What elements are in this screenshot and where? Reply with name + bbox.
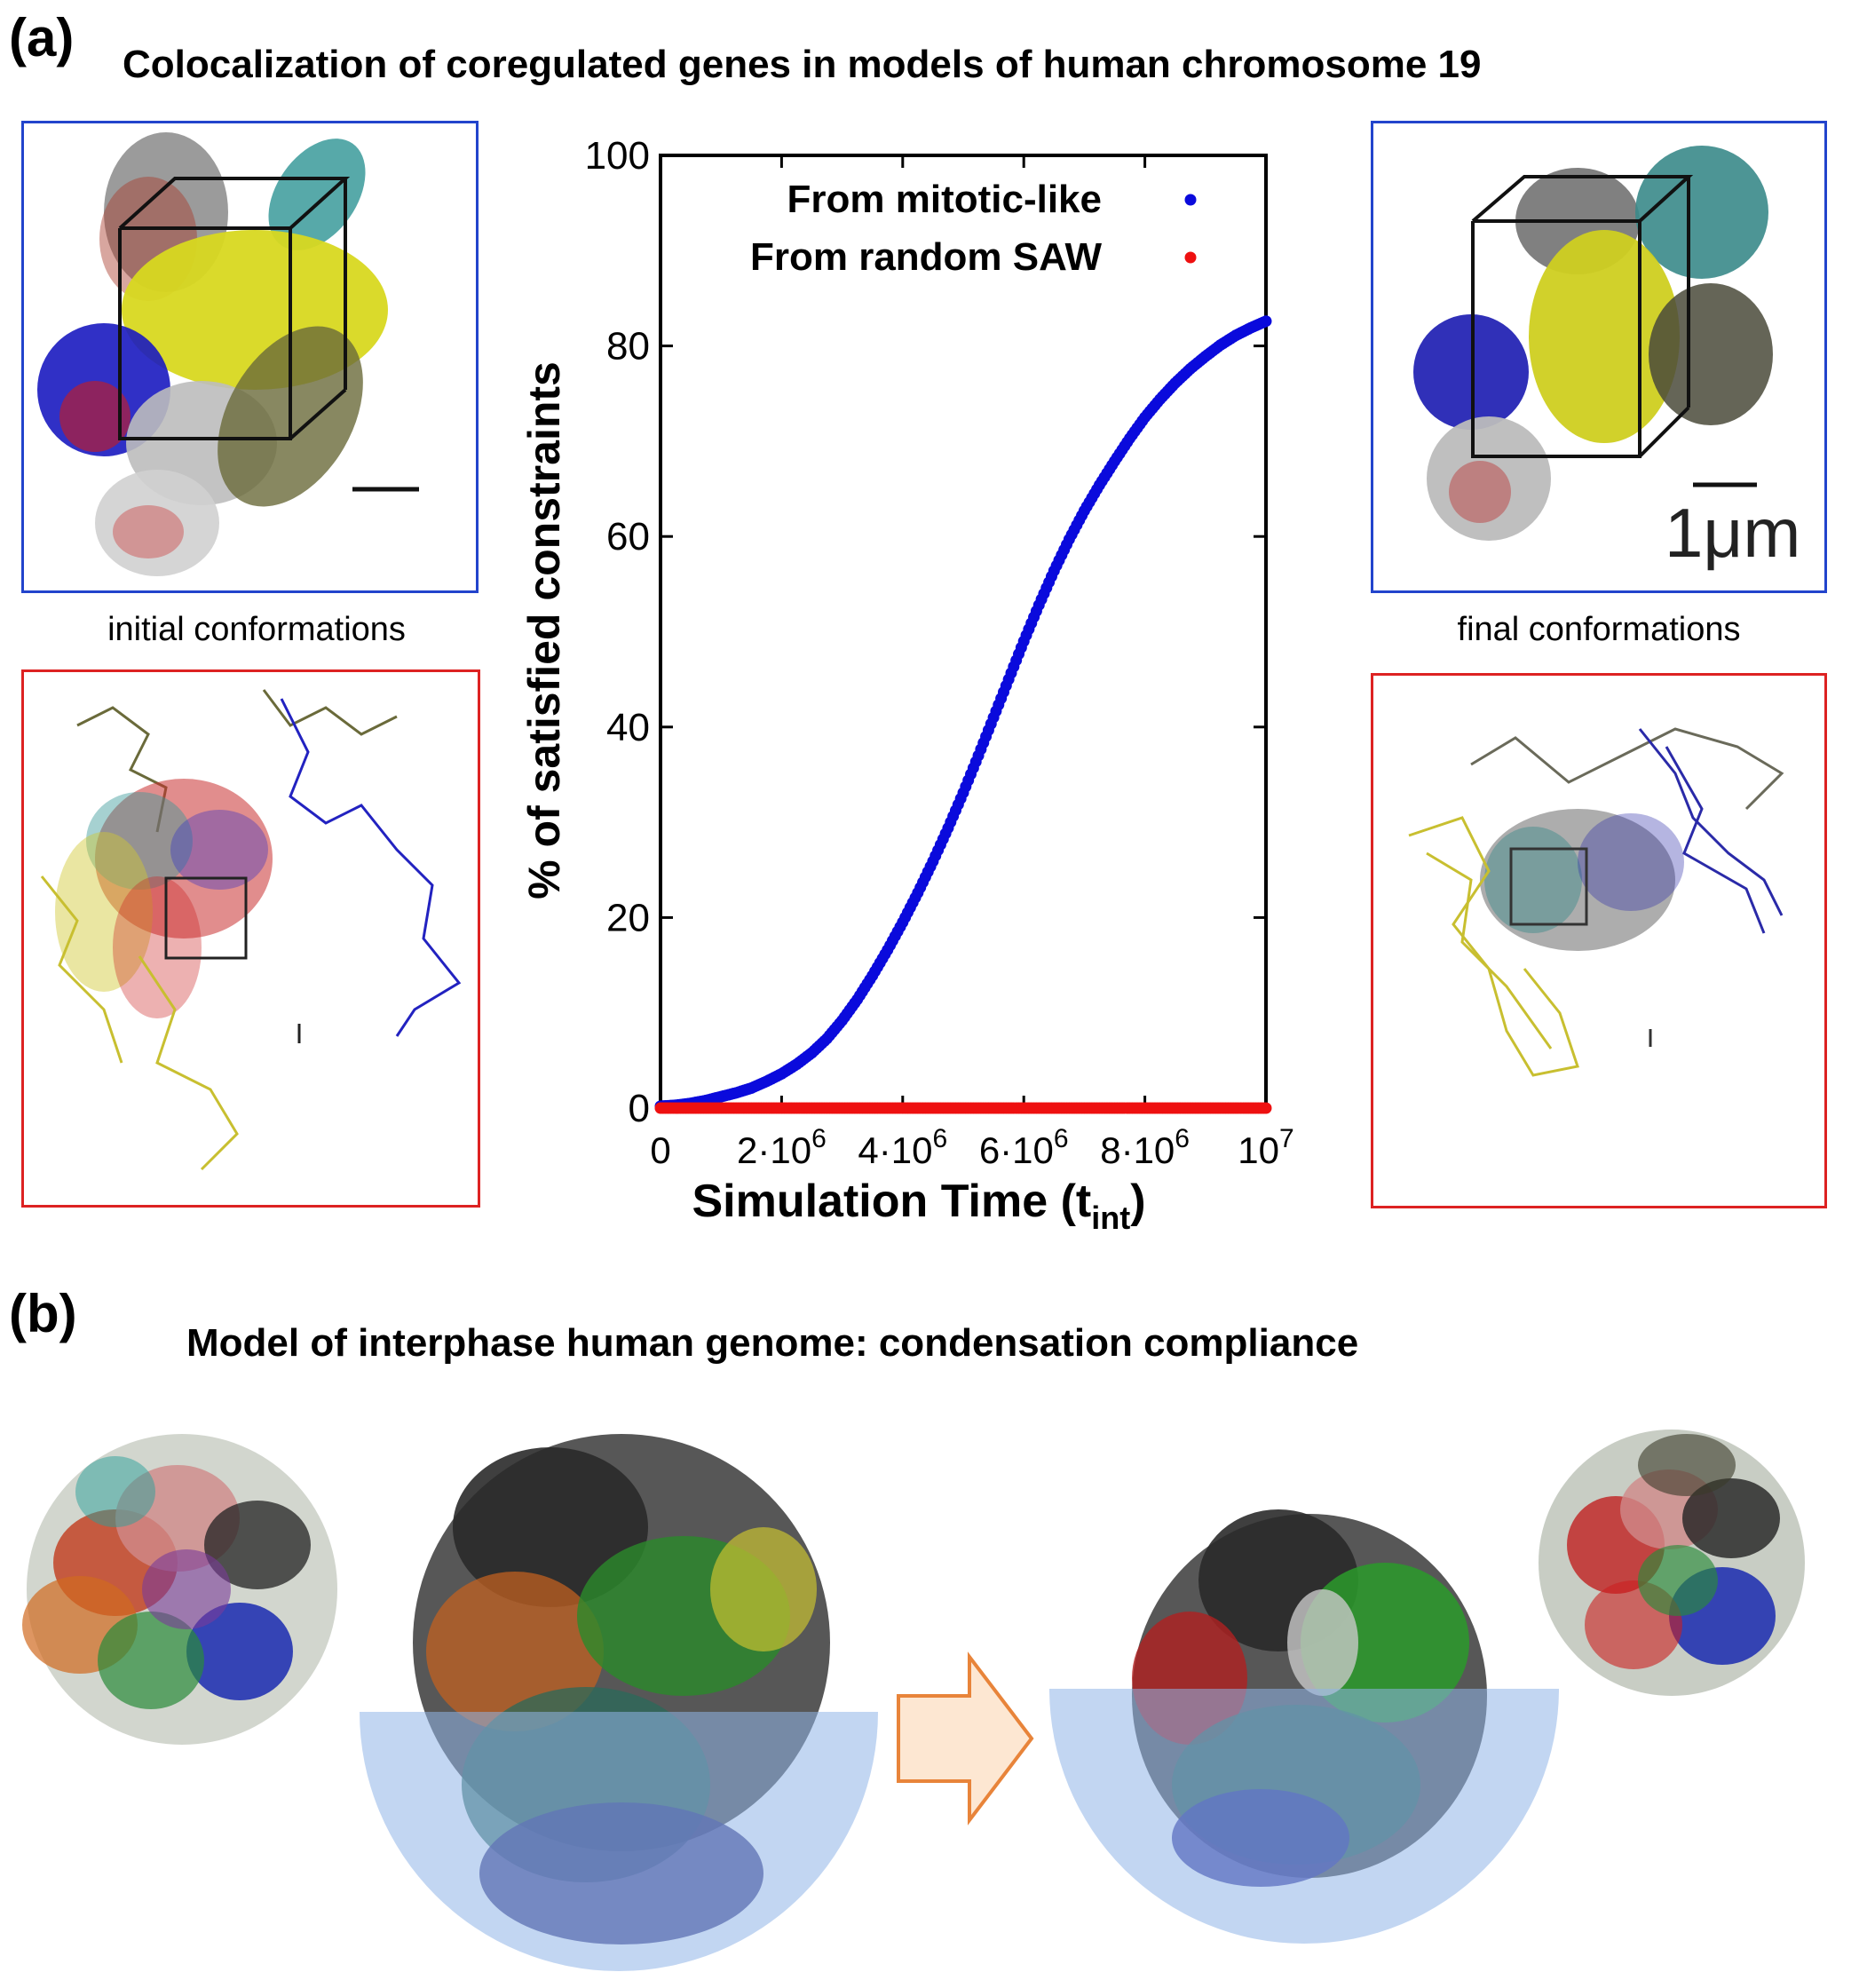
data-series — [654, 315, 1272, 1114]
legend: From mitotic-like From random SAW — [750, 178, 1197, 279]
y-axis-label: % of satisfied constraints — [519, 361, 569, 899]
final-conformations-caption: final conformations — [1457, 611, 1741, 648]
condensed-genome-side-view — [1049, 1509, 1559, 1944]
y-tick-label: 20 — [606, 896, 650, 939]
legend-label: From mitotic-like — [787, 178, 1103, 221]
condensed-genome-top-view — [1539, 1430, 1805, 1696]
final-mitotic-conformation-image: 1μm — [1413, 146, 1800, 572]
series-random-saw — [654, 1102, 1272, 1114]
confinement-bowl-left — [360, 1712, 878, 1971]
y-tick-label: 0 — [629, 1087, 650, 1130]
x-tick-label: 107 — [1238, 1124, 1293, 1171]
series-mitotic-like — [654, 315, 1272, 1113]
genome-condensation-illustration — [22, 1430, 1805, 1971]
final-mitotic-conformation-frame: 1μm — [1371, 121, 1827, 593]
final-saw-conformation-image — [1408, 727, 1784, 1077]
x-axis-label-subscript: int — [1091, 1200, 1130, 1236]
legend-label: From random SAW — [750, 235, 1102, 279]
legend-marker — [1184, 194, 1197, 206]
scale-bar-label: 1μm — [1665, 494, 1800, 572]
x-axis-label: Simulation Time (tint) — [692, 1176, 1145, 1236]
y-tick-label: 100 — [585, 134, 650, 178]
condensation-arrow-icon — [897, 1651, 1034, 1826]
panel-b-label: (b) — [9, 1284, 77, 1343]
initial-saw-conformation-frame — [21, 669, 480, 1208]
panel-b-title: Model of interphase human genome: conden… — [186, 1321, 1359, 1365]
x-tick-label: 0 — [650, 1129, 670, 1171]
x-tick-label: 4·106 — [858, 1124, 947, 1171]
x-tick-label: 6·106 — [979, 1124, 1069, 1171]
plot-area — [659, 154, 1268, 1110]
data-point — [1260, 315, 1272, 328]
initial-conformations-caption: initial conformations — [107, 611, 406, 648]
final-saw-conformation-frame — [1371, 673, 1827, 1208]
x-axis-label-main: Simulation Time (t — [692, 1176, 1091, 1227]
y-tick-label: 80 — [606, 325, 650, 368]
initial-genome-side-view — [360, 1434, 878, 1971]
x-axis-label-end: ) — [1130, 1176, 1145, 1227]
initial-saw-conformation-image — [40, 689, 462, 1171]
constraints-chart: 0 20 40 60 80 100 0 2·106 4·106 6·106 8·106 107 % … — [519, 134, 1294, 1236]
confinement-bowl-right — [1049, 1689, 1559, 1944]
initial-genome-top-view — [22, 1434, 337, 1745]
legend-marker — [1184, 251, 1197, 264]
x-tick-label: 8·106 — [1100, 1124, 1190, 1171]
panel-a-title: Colocalization of coregulated genes in m… — [123, 43, 1482, 86]
initial-mitotic-conformation-image — [37, 132, 419, 576]
data-point — [1260, 1102, 1272, 1114]
y-tick-label: 40 — [606, 706, 650, 749]
panel-a-label: (a) — [9, 8, 75, 67]
y-tick-label: 60 — [606, 515, 650, 558]
y-axis: 0 20 40 60 80 100 — [585, 134, 1266, 1130]
x-axis: 0 2·106 4·106 6·106 8·106 107 — [650, 155, 1294, 1171]
initial-mitotic-conformation-frame — [21, 121, 479, 593]
x-tick-label: 2·106 — [737, 1124, 827, 1171]
